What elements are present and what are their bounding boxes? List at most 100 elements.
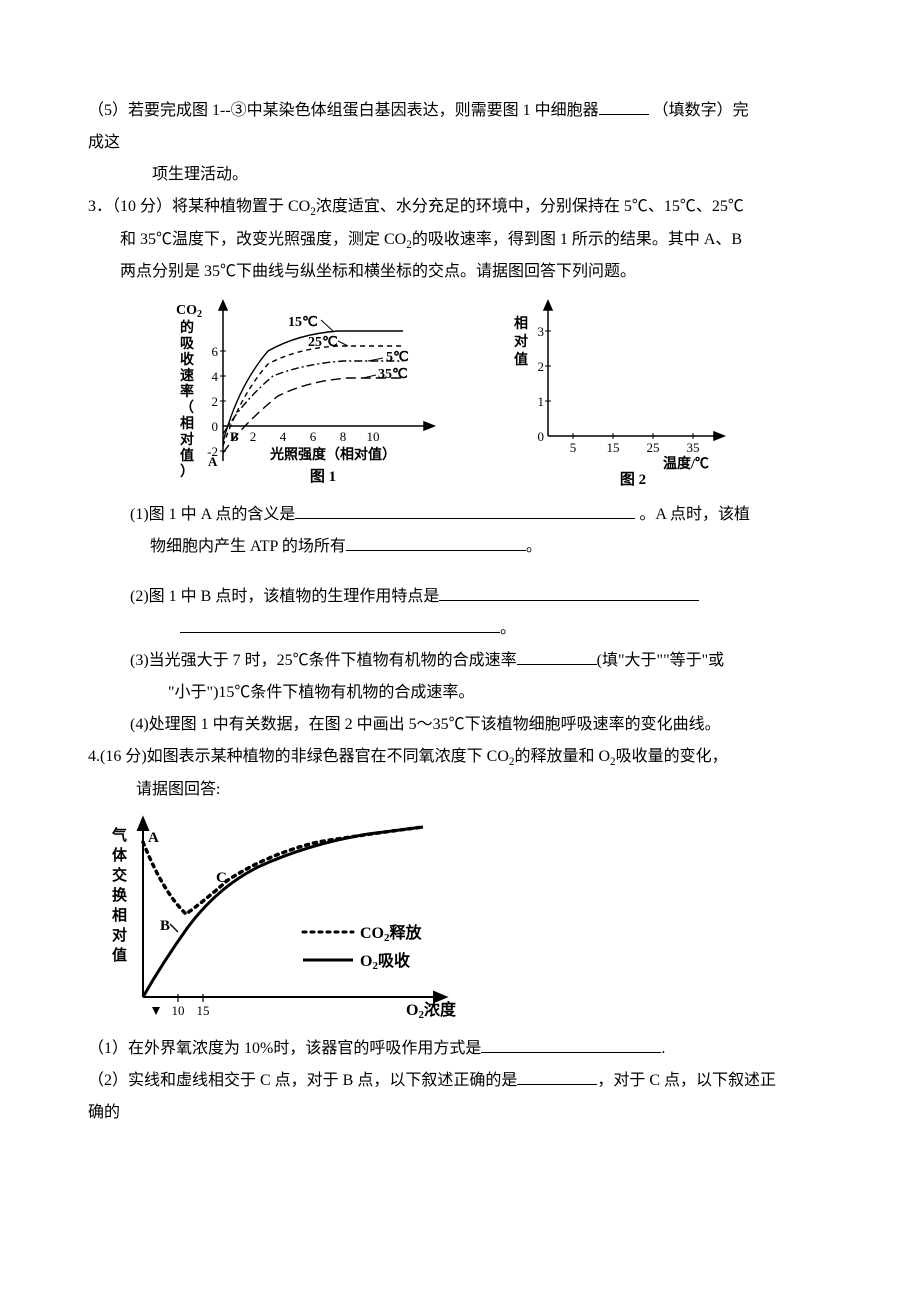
svg-text:对: 对 [180,431,194,448]
svg-text:2: 2 [538,359,545,374]
q3-sub2-b: 。 [500,620,516,637]
svg-text:5℃: 5℃ [386,350,409,365]
q3-sub1-line2: 物细胞内产生 ATP 的场所有。 [88,531,832,563]
svg-text:体: 体 [112,846,128,864]
svg-text:B: B [160,918,170,934]
q3-line2-b: 的吸收速率，得到图 1 所示的结果。其中 A、B [412,231,742,248]
chart1-caption: 图 1 [310,468,336,485]
q4-head-c: 吸收量的变化， [616,748,728,765]
q3-sub1-a: (1)图 1 中 A 点的含义是 [130,506,295,523]
chart2-svg: 相 对 值 0 1 2 3 5 1 [508,296,738,491]
svg-text:率: 率 [180,383,194,400]
spacer [88,563,832,581]
svg-text:35℃: 35℃ [378,367,408,382]
svg-text:4: 4 [280,429,287,444]
svg-text:光照强度（相对值）: 光照强度（相对值） [269,446,396,463]
svg-text:值: 值 [180,447,194,464]
chart3-svg: 气 体 交 换 相 对 值 A B C [108,812,468,1027]
svg-text:5: 5 [570,440,577,455]
svg-text:C: C [216,870,227,886]
svg-text:A: A [148,830,159,846]
q3-sub1-c: 物细胞内产生 ATP 的场所有 [150,538,346,555]
svg-text:10: 10 [172,1003,185,1018]
blank-atp-location [346,550,526,551]
chart1-svg: CO2 的 吸 收 速 率 （ 相 对 值 ） 0 [168,296,478,491]
q4-sub2-a: （2）实线和虚线相交于 C 点，对于 B 点，以下叙述正确的是 [88,1072,517,1089]
svg-text:10: 10 [367,429,380,444]
figure-row-1: CO2 的 吸 收 速 率 （ 相 对 值 ） 0 [168,296,832,491]
svg-text:相: 相 [112,906,127,924]
q3-sub2-line2: 。 [88,613,832,645]
svg-text:15: 15 [607,440,620,455]
chart3-container: 气 体 交 换 相 对 值 A B C [108,812,832,1027]
svg-text:4: 4 [212,369,219,384]
svg-text:2: 2 [250,429,257,444]
q4-sub1: （1）在外界氧浓度为 10%时，该器官的呼吸作用方式是. [88,1033,832,1065]
q4-sub2-line2: 确的 [88,1097,832,1129]
q3-head-a: 3．（10 分）将某种植物置于 CO [88,198,310,215]
svg-text:气: 气 [111,826,127,844]
q2-5-line3: 项生理活动。 [88,159,832,191]
q3-sub3-b: (填"大于""等于"或 [597,652,724,669]
q4-head-line2: 请据图回答: [88,774,832,806]
svg-text:温度/℃: 温度/℃ [663,455,709,472]
q3-sub3-line1: (3)当光强大于 7 时，25℃条件下植物有机物的合成速率 (填"大于""等于"或 [108,645,832,677]
q2-5-text-a: （5）若要完成图 1--③中某染色体组蛋白基因表达，则需要图 1 中细胞器 [88,102,599,119]
q4-head-a: 4.(16 分)如图表示某种植物的非绿色器官在不同氧浓度下 CO [88,748,509,765]
q4-sub2-b: ，对于 C 点，以下叙述正 [597,1072,776,1089]
svg-text:交: 交 [112,866,127,884]
svg-text:6: 6 [310,429,317,444]
svg-text:O2浓度: O2浓度 [406,1000,457,1021]
q4-head-b: 的释放量和 O [514,748,610,765]
svg-text:吸: 吸 [180,336,195,352]
q2-5-line1: （5）若要完成图 1--③中某染色体组蛋白基因表达，则需要图 1 中细胞器 （填… [88,95,832,127]
q4-sub1-b: . [661,1040,665,1057]
q3-sub3-a: (3)当光强大于 7 时，25℃条件下植物有机物的合成速率 [130,652,517,669]
svg-text:A: A [208,454,218,469]
svg-text:值: 值 [112,946,127,964]
q3-head-line3: 两点分别是 35℃下曲线与纵坐标和横坐标的交点。请据图回答下列问题。 [88,256,832,288]
q4-sub1-a: （1）在外界氧浓度为 10%时，该器官的呼吸作用方式是 [88,1040,481,1057]
chart2-caption: 图 2 [620,471,646,488]
svg-text:0: 0 [212,419,219,434]
svg-text:35: 35 [687,440,700,455]
svg-text:25: 25 [647,440,660,455]
svg-text:换: 换 [112,886,128,904]
svg-text:速: 速 [180,367,194,384]
q2-5-text-b: （填数字）完 [649,102,749,119]
svg-text:3: 3 [538,324,545,339]
blank-b-feature-cont [180,632,500,633]
svg-text:0: 0 [538,429,545,444]
svg-text:2: 2 [212,394,219,409]
svg-text:相: 相 [514,315,528,332]
blank-b-feature [439,600,699,601]
svg-text:对: 对 [112,926,127,944]
blank-resp-mode [481,1052,661,1053]
svg-text:值: 值 [514,351,528,368]
q3-sub2-a: (2)图 1 中 B 点时，该植物的生理作用特点是 [130,588,439,605]
q3-sub4: (4)处理图 1 中有关数据，在图 2 中画出 5～35℃下该植物细胞呼吸速率的… [108,709,832,741]
svg-text:B: B [230,429,239,444]
svg-text:25℃: 25℃ [308,335,338,350]
q4-head-line1: 4.(16 分)如图表示某种植物的非绿色器官在不同氧浓度下 CO2的释放量和 O… [88,741,832,774]
svg-text:）: ） [180,464,194,480]
chart2-container: 相 对 值 0 1 2 3 5 1 [508,296,738,491]
q3-sub2-line1: (2)图 1 中 B 点时，该植物的生理作用特点是 [108,581,832,613]
svg-text:的: 的 [180,319,194,336]
svg-text:15: 15 [197,1003,210,1018]
blank-organelle [599,114,649,115]
q2-5-line2: 成这 [88,127,832,159]
svg-text:O2吸收: O2吸收 [360,951,410,972]
q3-sub1-b: 。A 点时，该植 [635,506,750,523]
svg-text:收: 收 [180,351,195,368]
q3-sub3-line2: "小于")15℃条件下植物有机物的合成速率。 [88,677,832,709]
svg-text:8: 8 [340,429,347,444]
blank-compare [517,664,597,665]
q3-head-line1: 3．（10 分）将某种植物置于 CO2浓度适宜、水分充足的环境中，分别保持在 5… [88,191,832,224]
svg-text:相: 相 [180,415,194,432]
svg-text:（: （ [180,400,194,416]
q3-line2-a: 和 35℃温度下，改变光照强度，测定 CO [120,231,406,248]
svg-text:15℃: 15℃ [288,315,318,330]
q3-head-b: 浓度适宜、水分充足的环境中，分别保持在 5℃、15℃、25℃ [316,198,744,215]
blank-b-correct [517,1084,597,1085]
